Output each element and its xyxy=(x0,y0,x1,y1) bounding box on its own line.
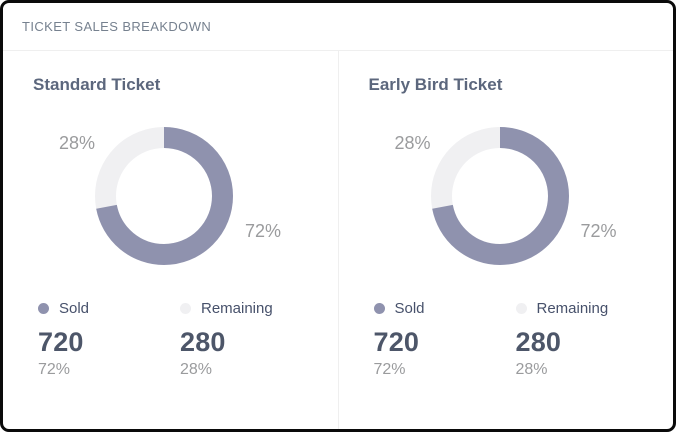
remaining-count: 280 xyxy=(180,327,226,357)
donut-sold-pct-label: 72% xyxy=(245,221,282,241)
legend-sold-label: Sold xyxy=(394,300,425,317)
remaining-percent: 28% xyxy=(515,361,548,378)
widget-title: TICKET SALES BREAKDOWN xyxy=(22,19,212,34)
legend-remaining-label: Remaining xyxy=(536,300,609,317)
widget-content: Standard Ticket 28% 72% Sold 720 72% Rem… xyxy=(3,51,673,429)
remaining-dot-icon xyxy=(180,303,191,314)
donut-chart-standard xyxy=(95,127,233,265)
donut-remaining-pct-label: 28% xyxy=(58,133,95,153)
remaining-count: 280 xyxy=(515,327,562,357)
legend-remaining-label: Remaining xyxy=(201,300,273,317)
sold-dot-icon xyxy=(373,303,385,314)
panel-divider xyxy=(337,51,339,429)
sold-percent: 72% xyxy=(38,361,71,378)
sold-count: 720 xyxy=(373,327,420,357)
remaining-dot-icon xyxy=(515,303,527,314)
sold-dot-icon xyxy=(38,303,49,314)
donut-remaining-pct-label: 28% xyxy=(394,133,431,153)
donut-sold-arc xyxy=(95,127,233,265)
donut-sold-pct-label: 72% xyxy=(580,221,617,241)
legend-remaining: Remaining 280 28% xyxy=(515,300,609,379)
sold-count: 720 xyxy=(38,327,84,357)
panel-standard-ticket: Standard Ticket 28% 72% Sold 720 72% Rem… xyxy=(3,51,338,429)
panel-title: Standard Ticket xyxy=(33,75,161,94)
panel-early-bird-ticket: Early Bird Ticket 28% 72% Sold 720 72% R… xyxy=(339,51,674,429)
donut-sold-arc xyxy=(430,127,569,265)
donut-chart-early-bird xyxy=(430,127,569,265)
remaining-percent: 28% xyxy=(180,361,213,378)
legend-sold: Sold 720 72% xyxy=(38,300,89,379)
legend-sold: Sold 720 72% xyxy=(373,300,425,379)
sold-percent: 72% xyxy=(373,361,406,378)
panel-title: Early Bird Ticket xyxy=(368,75,503,94)
legend-sold-label: Sold xyxy=(59,300,90,317)
legend-remaining: Remaining 280 28% xyxy=(180,300,273,379)
widget-header: TICKET SALES BREAKDOWN xyxy=(3,3,673,51)
